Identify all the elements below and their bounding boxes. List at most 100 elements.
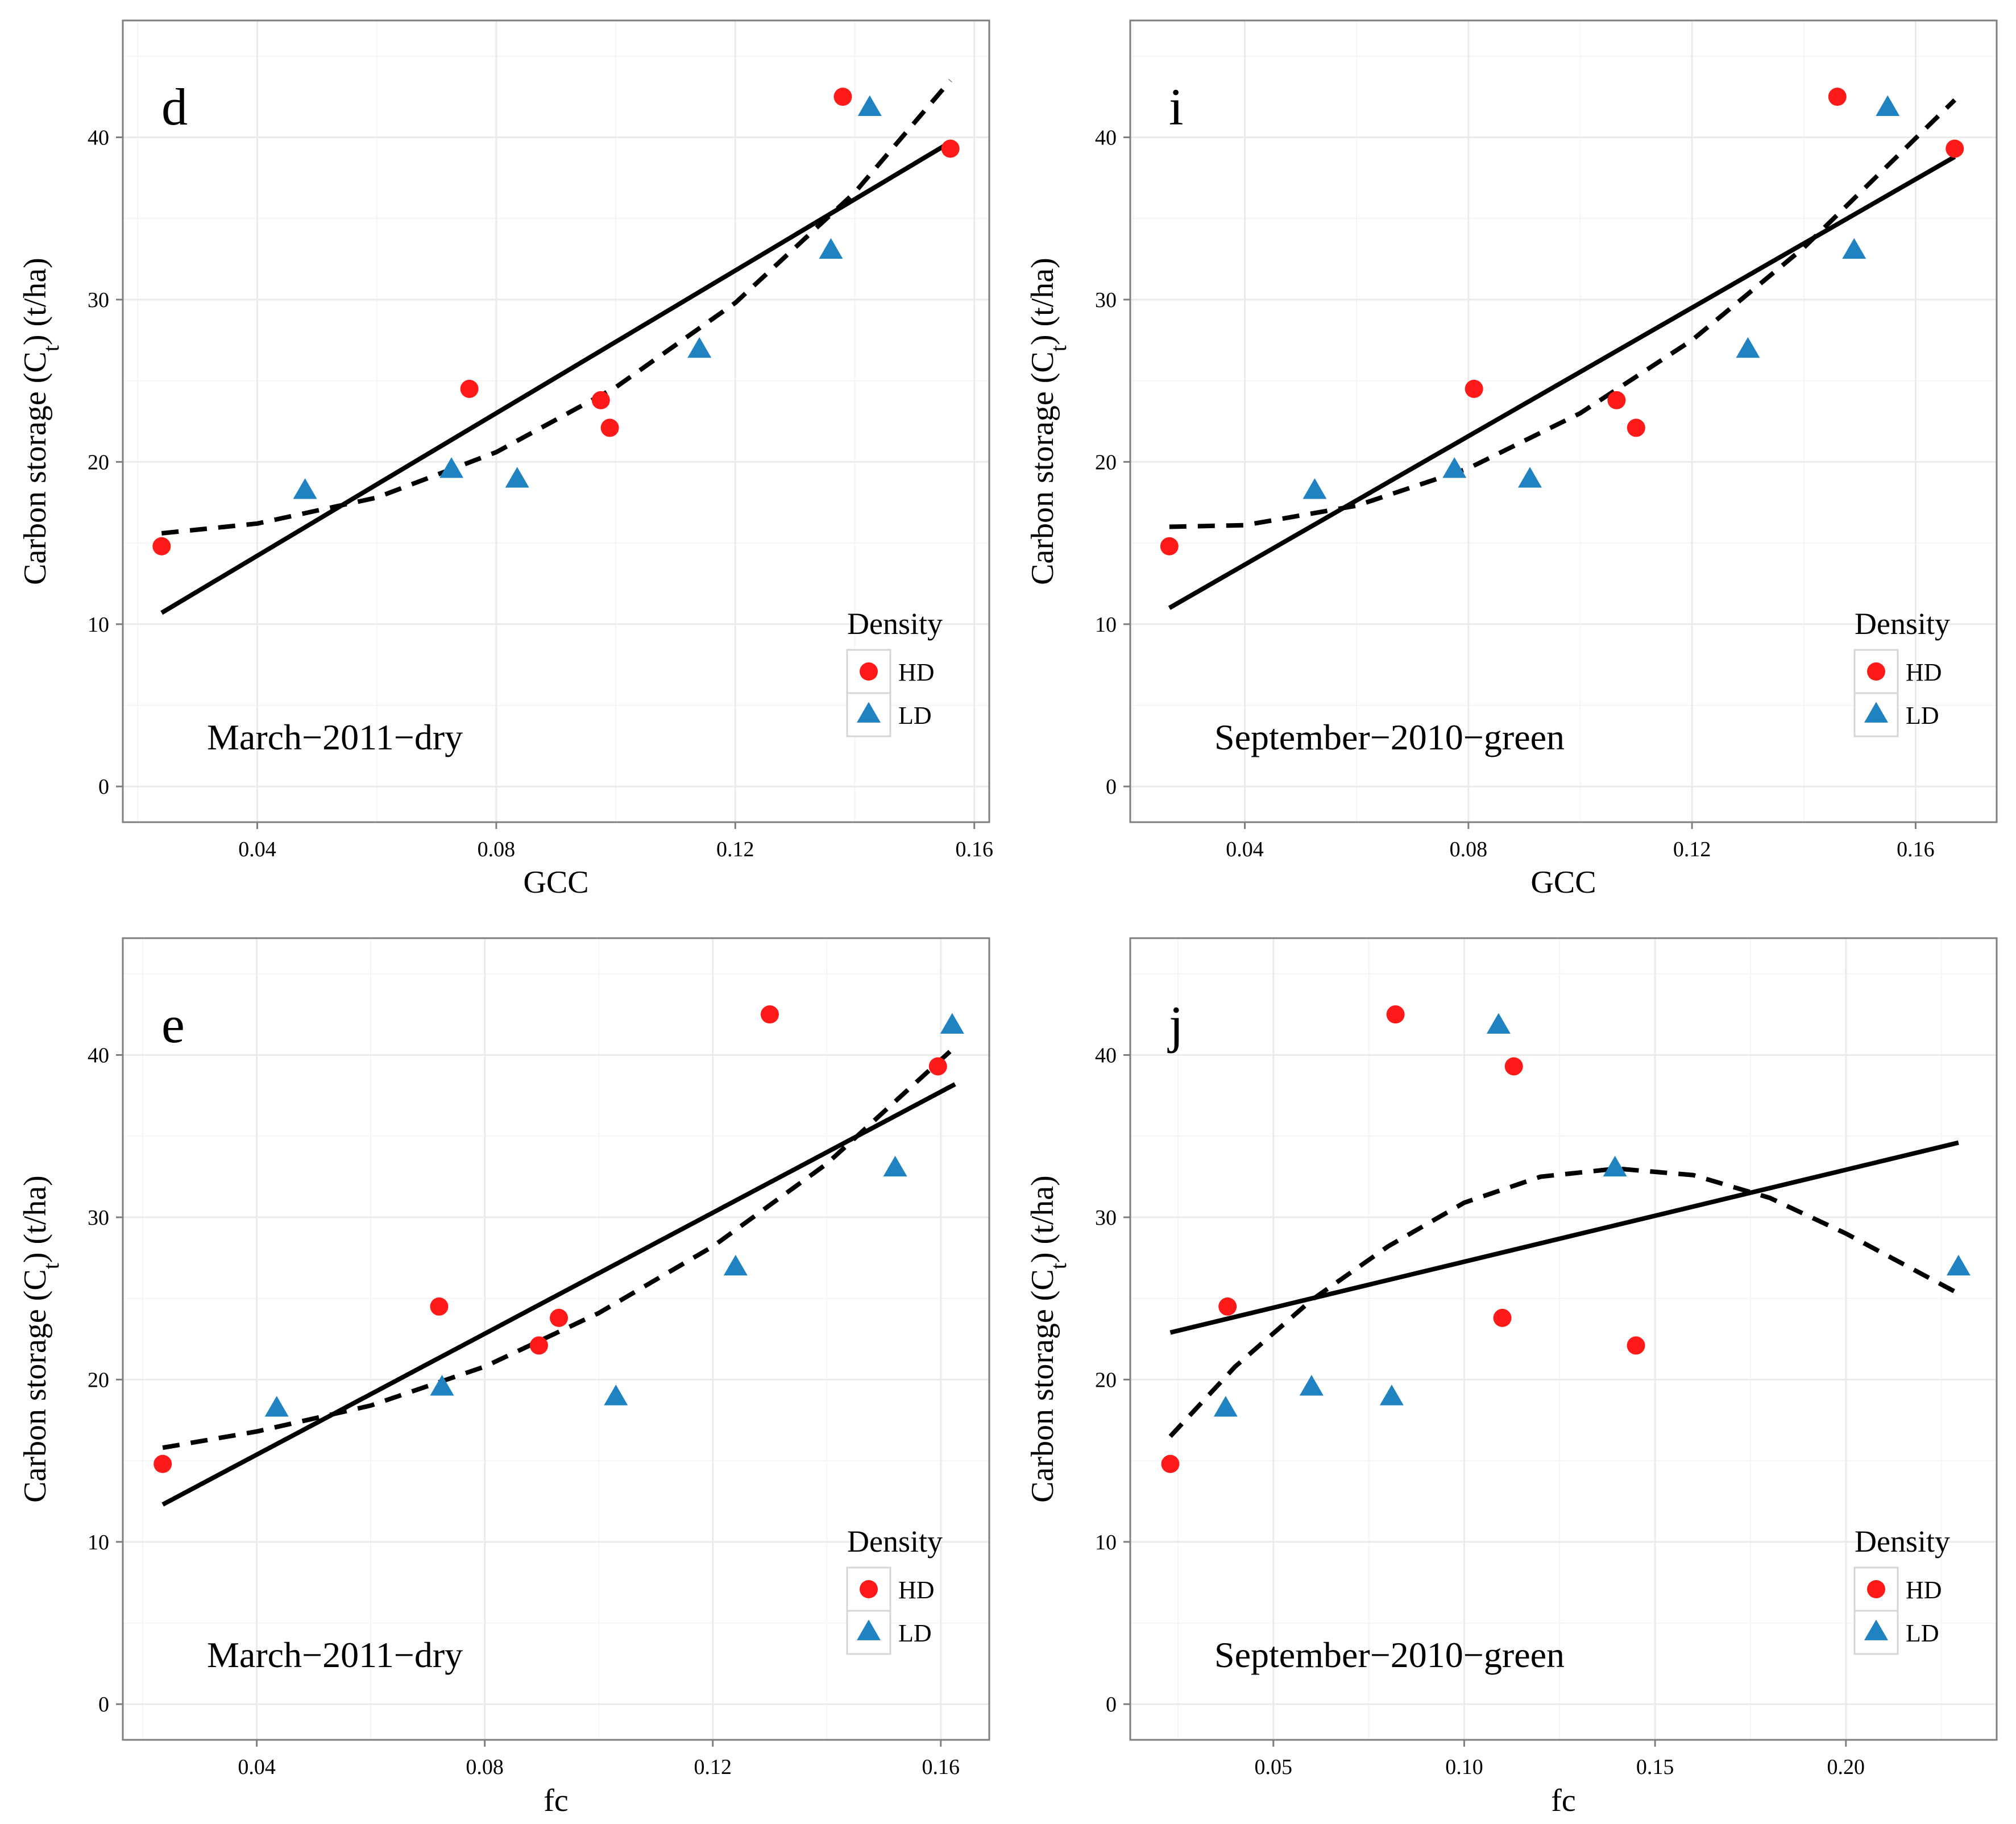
data-point-hd (1161, 1454, 1180, 1473)
panel-border (1129, 937, 1998, 1741)
x-tick-label: 0.04 (1226, 838, 1264, 861)
data-point-hd (591, 391, 610, 409)
data-point-ld (505, 467, 529, 488)
fit-line-linear (161, 1082, 956, 1507)
x-tick-label: 0.05 (1255, 1755, 1293, 1779)
legend-marker-hd (860, 1580, 878, 1598)
fit-line-quadratic (161, 79, 952, 536)
data-point-hd (941, 139, 960, 158)
y-axis-title-main: Carbon storage (C (1025, 351, 1060, 585)
data-point-hd (1218, 1297, 1237, 1316)
x-tick-label: 0.08 (1450, 838, 1488, 861)
data-point-hd (154, 1454, 172, 1473)
x-tick-label: 0.08 (478, 838, 516, 861)
data-point-hd (1627, 418, 1645, 437)
y-tick-label: 20 (1095, 450, 1117, 474)
panel-border (122, 937, 990, 1741)
data-point-hd (928, 1057, 947, 1076)
y-tick-label: 30 (88, 1206, 109, 1230)
fit-line-linear (160, 140, 952, 615)
data-point-hd (1627, 1336, 1645, 1355)
x-axis-title: fc (1551, 1783, 1576, 1818)
y-axis-title-subscript: t (38, 345, 64, 351)
x-tick-label: 0.15 (1636, 1755, 1674, 1779)
panel-letter: j (1167, 996, 1184, 1054)
legend-label-ld: LD (898, 1619, 932, 1647)
y-tick-label: 0 (98, 1693, 109, 1717)
plot-background (123, 938, 989, 1740)
y-tick-label: 10 (1095, 1531, 1117, 1554)
y-tick-label: 20 (1095, 1368, 1117, 1392)
legend-title: Density (1855, 1524, 1950, 1558)
data-point-ld (604, 1384, 628, 1406)
x-tick-label: 0.12 (694, 1755, 732, 1779)
x-tick-label: 0.08 (466, 1755, 504, 1779)
x-tick-label: 0.04 (238, 1755, 276, 1779)
plot-background (1130, 938, 1997, 1740)
data-point-ld (1379, 1384, 1404, 1406)
legend-marker-ld (857, 1619, 881, 1640)
data-point-ld (687, 337, 712, 358)
data-point-ld (940, 1013, 964, 1034)
y-tick-label: 40 (88, 126, 109, 150)
x-tick-label: 0.16 (1897, 838, 1935, 861)
data-point-hd (1493, 1308, 1512, 1327)
legend-marker-ld (1864, 1619, 1888, 1640)
x-tick-label: 0.12 (716, 838, 754, 861)
x-tick-label: 0.04 (238, 838, 276, 861)
y-axis-title: Carbon storage (Ct) (t/ha) (1025, 1175, 1071, 1503)
data-point-ld (883, 1155, 907, 1177)
x-axis-title: fc (544, 1783, 569, 1818)
data-point-ld (1486, 1013, 1511, 1034)
legend-label-hd: HD (898, 1576, 935, 1604)
y-tick-label: 20 (88, 1368, 109, 1392)
panel-letter: d (161, 78, 188, 136)
y-tick-label: 10 (88, 613, 109, 637)
data-point-hd (1946, 139, 1964, 158)
x-tick-label: 0.12 (1673, 838, 1711, 861)
data-point-hd (1160, 537, 1179, 556)
fit-line-linear (1169, 1140, 1959, 1335)
data-point-ld (293, 478, 317, 499)
legend-marker-ld (857, 702, 881, 723)
y-tick-label: 10 (88, 1531, 109, 1554)
legend-key-box (1853, 649, 1899, 694)
x-tick-label: 0.16 (955, 838, 993, 861)
x-axis-title: GCC (1530, 865, 1596, 900)
x-tick-label: 0.20 (1827, 1755, 1865, 1779)
x-tick-label: 0.16 (922, 1755, 960, 1779)
legend-label-hd: HD (1906, 1576, 1942, 1604)
y-tick-label: 40 (1095, 126, 1117, 150)
y-axis-title-main: Carbon storage (C (18, 351, 53, 585)
x-axis-title: GCC (523, 865, 588, 900)
panel-border (1129, 19, 1998, 823)
legend-title: Density (847, 1524, 943, 1558)
y-axis-title-subscript: t (1046, 345, 1071, 351)
y-tick-label: 30 (1095, 288, 1117, 312)
data-point-hd (529, 1336, 548, 1355)
y-axis-title-subscript: t (1046, 1263, 1071, 1269)
y-tick-label: 40 (1095, 1044, 1117, 1068)
panel-e: 0.04 0.08 0.12 0.16 0 10 20 30 40 e March−2011−dry… (18, 937, 990, 1818)
legend-label-hd: HD (898, 658, 935, 686)
fit-line-quadratic (162, 1045, 957, 1450)
panel-caption: March−2011−dry (207, 717, 463, 757)
x-tick-label: 0.10 (1445, 1755, 1483, 1779)
data-point-hd (460, 379, 479, 398)
y-tick-label: 0 (1106, 1693, 1117, 1717)
fit-line-quadratic (1168, 1166, 1960, 1438)
data-point-ld (1518, 467, 1542, 488)
legend-label-ld: LD (1906, 702, 1939, 729)
data-point-hd (430, 1297, 449, 1316)
legend-title: Density (847, 607, 943, 641)
data-point-ld (723, 1254, 748, 1276)
legend-marker-hd (860, 662, 878, 681)
data-point-ld (439, 457, 464, 478)
panel-i: 0.04 0.08 0.12 0.16 0 10 20 30 40 i September−2010… (1025, 19, 1998, 900)
y-tick-label: 0 (98, 775, 109, 799)
y-axis-title-units: ) (t/ha) (1025, 1175, 1060, 1263)
data-point-ld (1603, 1155, 1627, 1177)
data-point-ld (430, 1375, 454, 1396)
y-tick-label: 0 (1106, 775, 1117, 799)
